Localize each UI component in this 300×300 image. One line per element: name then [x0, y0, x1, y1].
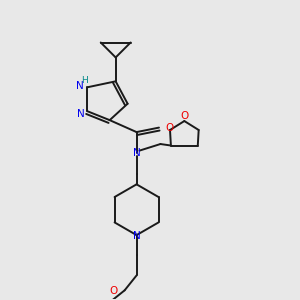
Text: N: N [133, 231, 141, 241]
Text: N: N [133, 148, 140, 158]
Text: N: N [76, 81, 84, 92]
Text: H: H [82, 76, 88, 85]
Text: N: N [77, 109, 85, 118]
Text: O: O [165, 123, 173, 133]
Text: O: O [110, 286, 118, 296]
Text: O: O [181, 111, 189, 121]
